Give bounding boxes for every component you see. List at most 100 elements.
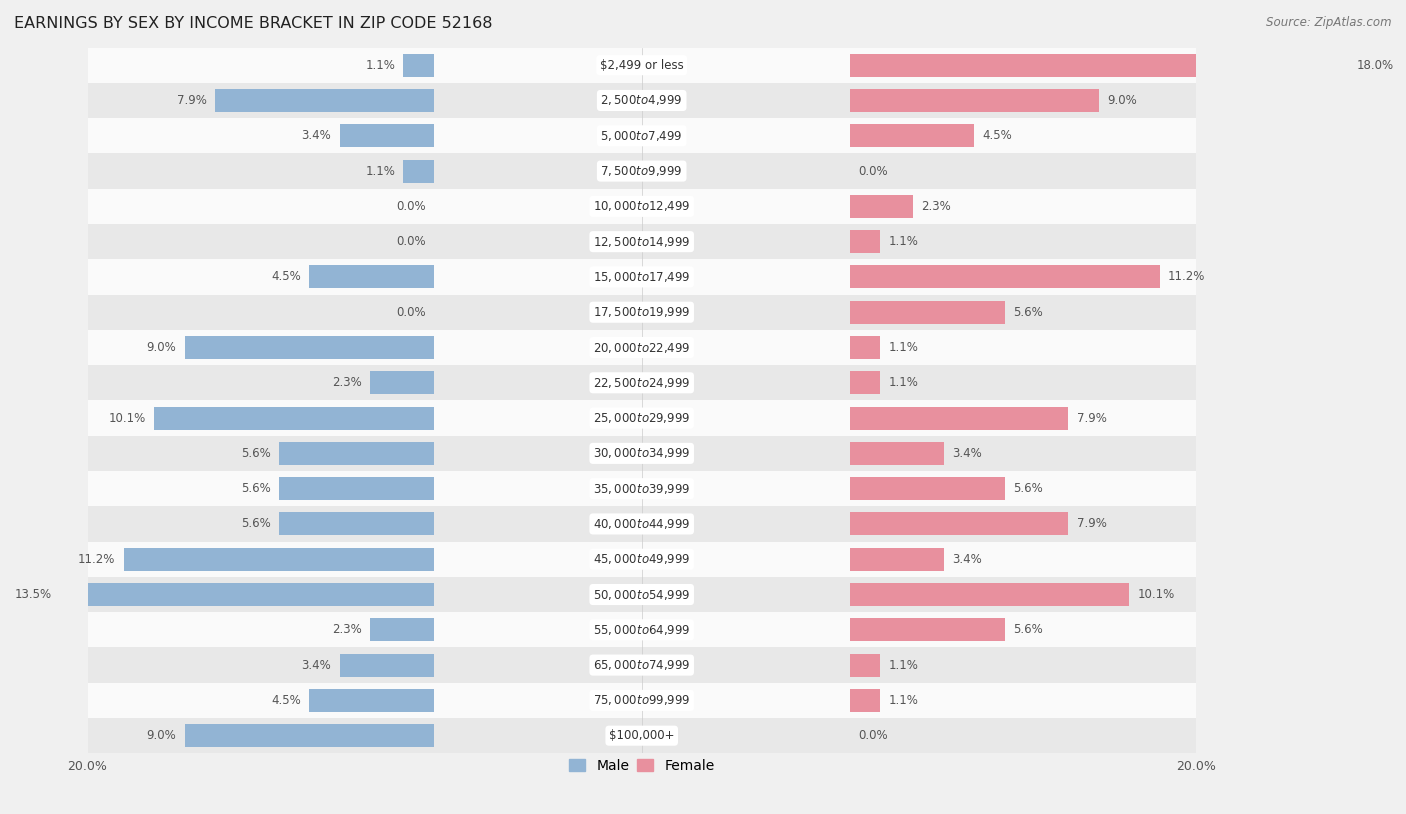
Text: 5.6%: 5.6% bbox=[240, 518, 270, 531]
Text: $75,000 to $99,999: $75,000 to $99,999 bbox=[593, 694, 690, 707]
Text: 18.0%: 18.0% bbox=[1357, 59, 1393, 72]
Text: 3.4%: 3.4% bbox=[952, 553, 981, 566]
Text: 5.6%: 5.6% bbox=[240, 482, 270, 495]
Bar bbox=[87, 647, 1197, 683]
Bar bbox=[849, 195, 914, 218]
Bar bbox=[87, 330, 1197, 365]
Text: 1.1%: 1.1% bbox=[366, 59, 395, 72]
Text: 1.1%: 1.1% bbox=[889, 659, 918, 672]
Bar bbox=[278, 513, 434, 536]
Text: $45,000 to $49,999: $45,000 to $49,999 bbox=[593, 552, 690, 567]
Bar bbox=[849, 442, 943, 465]
Text: $17,500 to $19,999: $17,500 to $19,999 bbox=[593, 305, 690, 319]
Bar bbox=[849, 54, 1348, 77]
Bar bbox=[370, 619, 434, 641]
Bar bbox=[87, 471, 1197, 506]
Bar bbox=[849, 548, 943, 571]
Bar bbox=[87, 506, 1197, 541]
Text: 1.1%: 1.1% bbox=[889, 341, 918, 354]
Bar bbox=[184, 336, 434, 359]
Bar bbox=[60, 583, 434, 606]
Text: $10,000 to $12,499: $10,000 to $12,499 bbox=[593, 199, 690, 213]
Text: $25,000 to $29,999: $25,000 to $29,999 bbox=[593, 411, 690, 425]
Text: 0.0%: 0.0% bbox=[858, 164, 887, 177]
Text: Source: ZipAtlas.com: Source: ZipAtlas.com bbox=[1267, 16, 1392, 29]
Text: 5.6%: 5.6% bbox=[1012, 306, 1043, 319]
Bar bbox=[849, 689, 880, 712]
Text: 7.9%: 7.9% bbox=[1077, 518, 1107, 531]
Text: 3.4%: 3.4% bbox=[302, 129, 332, 142]
Bar bbox=[340, 125, 434, 147]
Bar bbox=[404, 54, 434, 77]
Text: 4.5%: 4.5% bbox=[983, 129, 1012, 142]
Text: 10.1%: 10.1% bbox=[108, 412, 146, 425]
Bar bbox=[87, 400, 1197, 435]
Bar bbox=[184, 724, 434, 747]
Text: $35,000 to $39,999: $35,000 to $39,999 bbox=[593, 482, 690, 496]
Bar bbox=[278, 442, 434, 465]
Bar bbox=[849, 89, 1099, 112]
Text: 10.1%: 10.1% bbox=[1137, 588, 1175, 601]
Bar bbox=[124, 548, 434, 571]
Bar bbox=[849, 513, 1069, 536]
Bar bbox=[87, 718, 1197, 753]
Bar bbox=[87, 260, 1197, 295]
Bar bbox=[87, 83, 1197, 118]
Bar bbox=[849, 125, 974, 147]
Bar bbox=[849, 619, 1005, 641]
Bar bbox=[849, 336, 880, 359]
Text: 0.0%: 0.0% bbox=[396, 306, 426, 319]
Text: $2,499 or less: $2,499 or less bbox=[600, 59, 683, 72]
Bar bbox=[404, 160, 434, 182]
Bar bbox=[87, 153, 1197, 189]
Text: $65,000 to $74,999: $65,000 to $74,999 bbox=[593, 658, 690, 672]
Bar bbox=[278, 477, 434, 500]
Bar bbox=[87, 435, 1197, 471]
Text: $22,500 to $24,999: $22,500 to $24,999 bbox=[593, 376, 690, 390]
Bar bbox=[87, 118, 1197, 153]
Text: $7,500 to $9,999: $7,500 to $9,999 bbox=[600, 164, 683, 178]
Bar bbox=[849, 407, 1069, 430]
Bar bbox=[849, 371, 880, 394]
Text: 2.3%: 2.3% bbox=[921, 200, 952, 212]
Text: $20,000 to $22,499: $20,000 to $22,499 bbox=[593, 340, 690, 355]
Bar bbox=[87, 295, 1197, 330]
Text: 5.6%: 5.6% bbox=[1012, 624, 1043, 637]
Text: 1.1%: 1.1% bbox=[889, 376, 918, 389]
Bar bbox=[849, 477, 1005, 500]
Text: 7.9%: 7.9% bbox=[1077, 412, 1107, 425]
Text: 1.1%: 1.1% bbox=[889, 694, 918, 707]
Text: 13.5%: 13.5% bbox=[14, 588, 52, 601]
Bar bbox=[87, 224, 1197, 260]
Text: 1.1%: 1.1% bbox=[366, 164, 395, 177]
Text: 3.4%: 3.4% bbox=[302, 659, 332, 672]
Text: 2.3%: 2.3% bbox=[332, 376, 361, 389]
Text: $100,000+: $100,000+ bbox=[609, 729, 675, 742]
Text: 4.5%: 4.5% bbox=[271, 694, 301, 707]
Bar bbox=[370, 371, 434, 394]
Bar bbox=[849, 583, 1129, 606]
Text: 7.9%: 7.9% bbox=[177, 94, 207, 107]
Text: 11.2%: 11.2% bbox=[77, 553, 115, 566]
Text: $12,500 to $14,999: $12,500 to $14,999 bbox=[593, 234, 690, 248]
Legend: Male, Female: Male, Female bbox=[564, 753, 720, 778]
Text: 0.0%: 0.0% bbox=[396, 200, 426, 212]
Bar bbox=[849, 300, 1005, 324]
Text: 3.4%: 3.4% bbox=[952, 447, 981, 460]
Bar bbox=[155, 407, 434, 430]
Text: $15,000 to $17,499: $15,000 to $17,499 bbox=[593, 270, 690, 284]
Text: EARNINGS BY SEX BY INCOME BRACKET IN ZIP CODE 52168: EARNINGS BY SEX BY INCOME BRACKET IN ZIP… bbox=[14, 16, 492, 31]
Text: 0.0%: 0.0% bbox=[858, 729, 887, 742]
Text: $40,000 to $44,999: $40,000 to $44,999 bbox=[593, 517, 690, 531]
Bar bbox=[87, 365, 1197, 400]
Bar bbox=[309, 689, 434, 712]
Text: 0.0%: 0.0% bbox=[396, 235, 426, 248]
Text: 9.0%: 9.0% bbox=[1107, 94, 1137, 107]
Bar bbox=[87, 47, 1197, 83]
Bar bbox=[849, 654, 880, 676]
Bar bbox=[87, 541, 1197, 577]
Text: $30,000 to $34,999: $30,000 to $34,999 bbox=[593, 446, 690, 461]
Bar bbox=[849, 265, 1160, 288]
Bar bbox=[340, 654, 434, 676]
Bar bbox=[87, 683, 1197, 718]
